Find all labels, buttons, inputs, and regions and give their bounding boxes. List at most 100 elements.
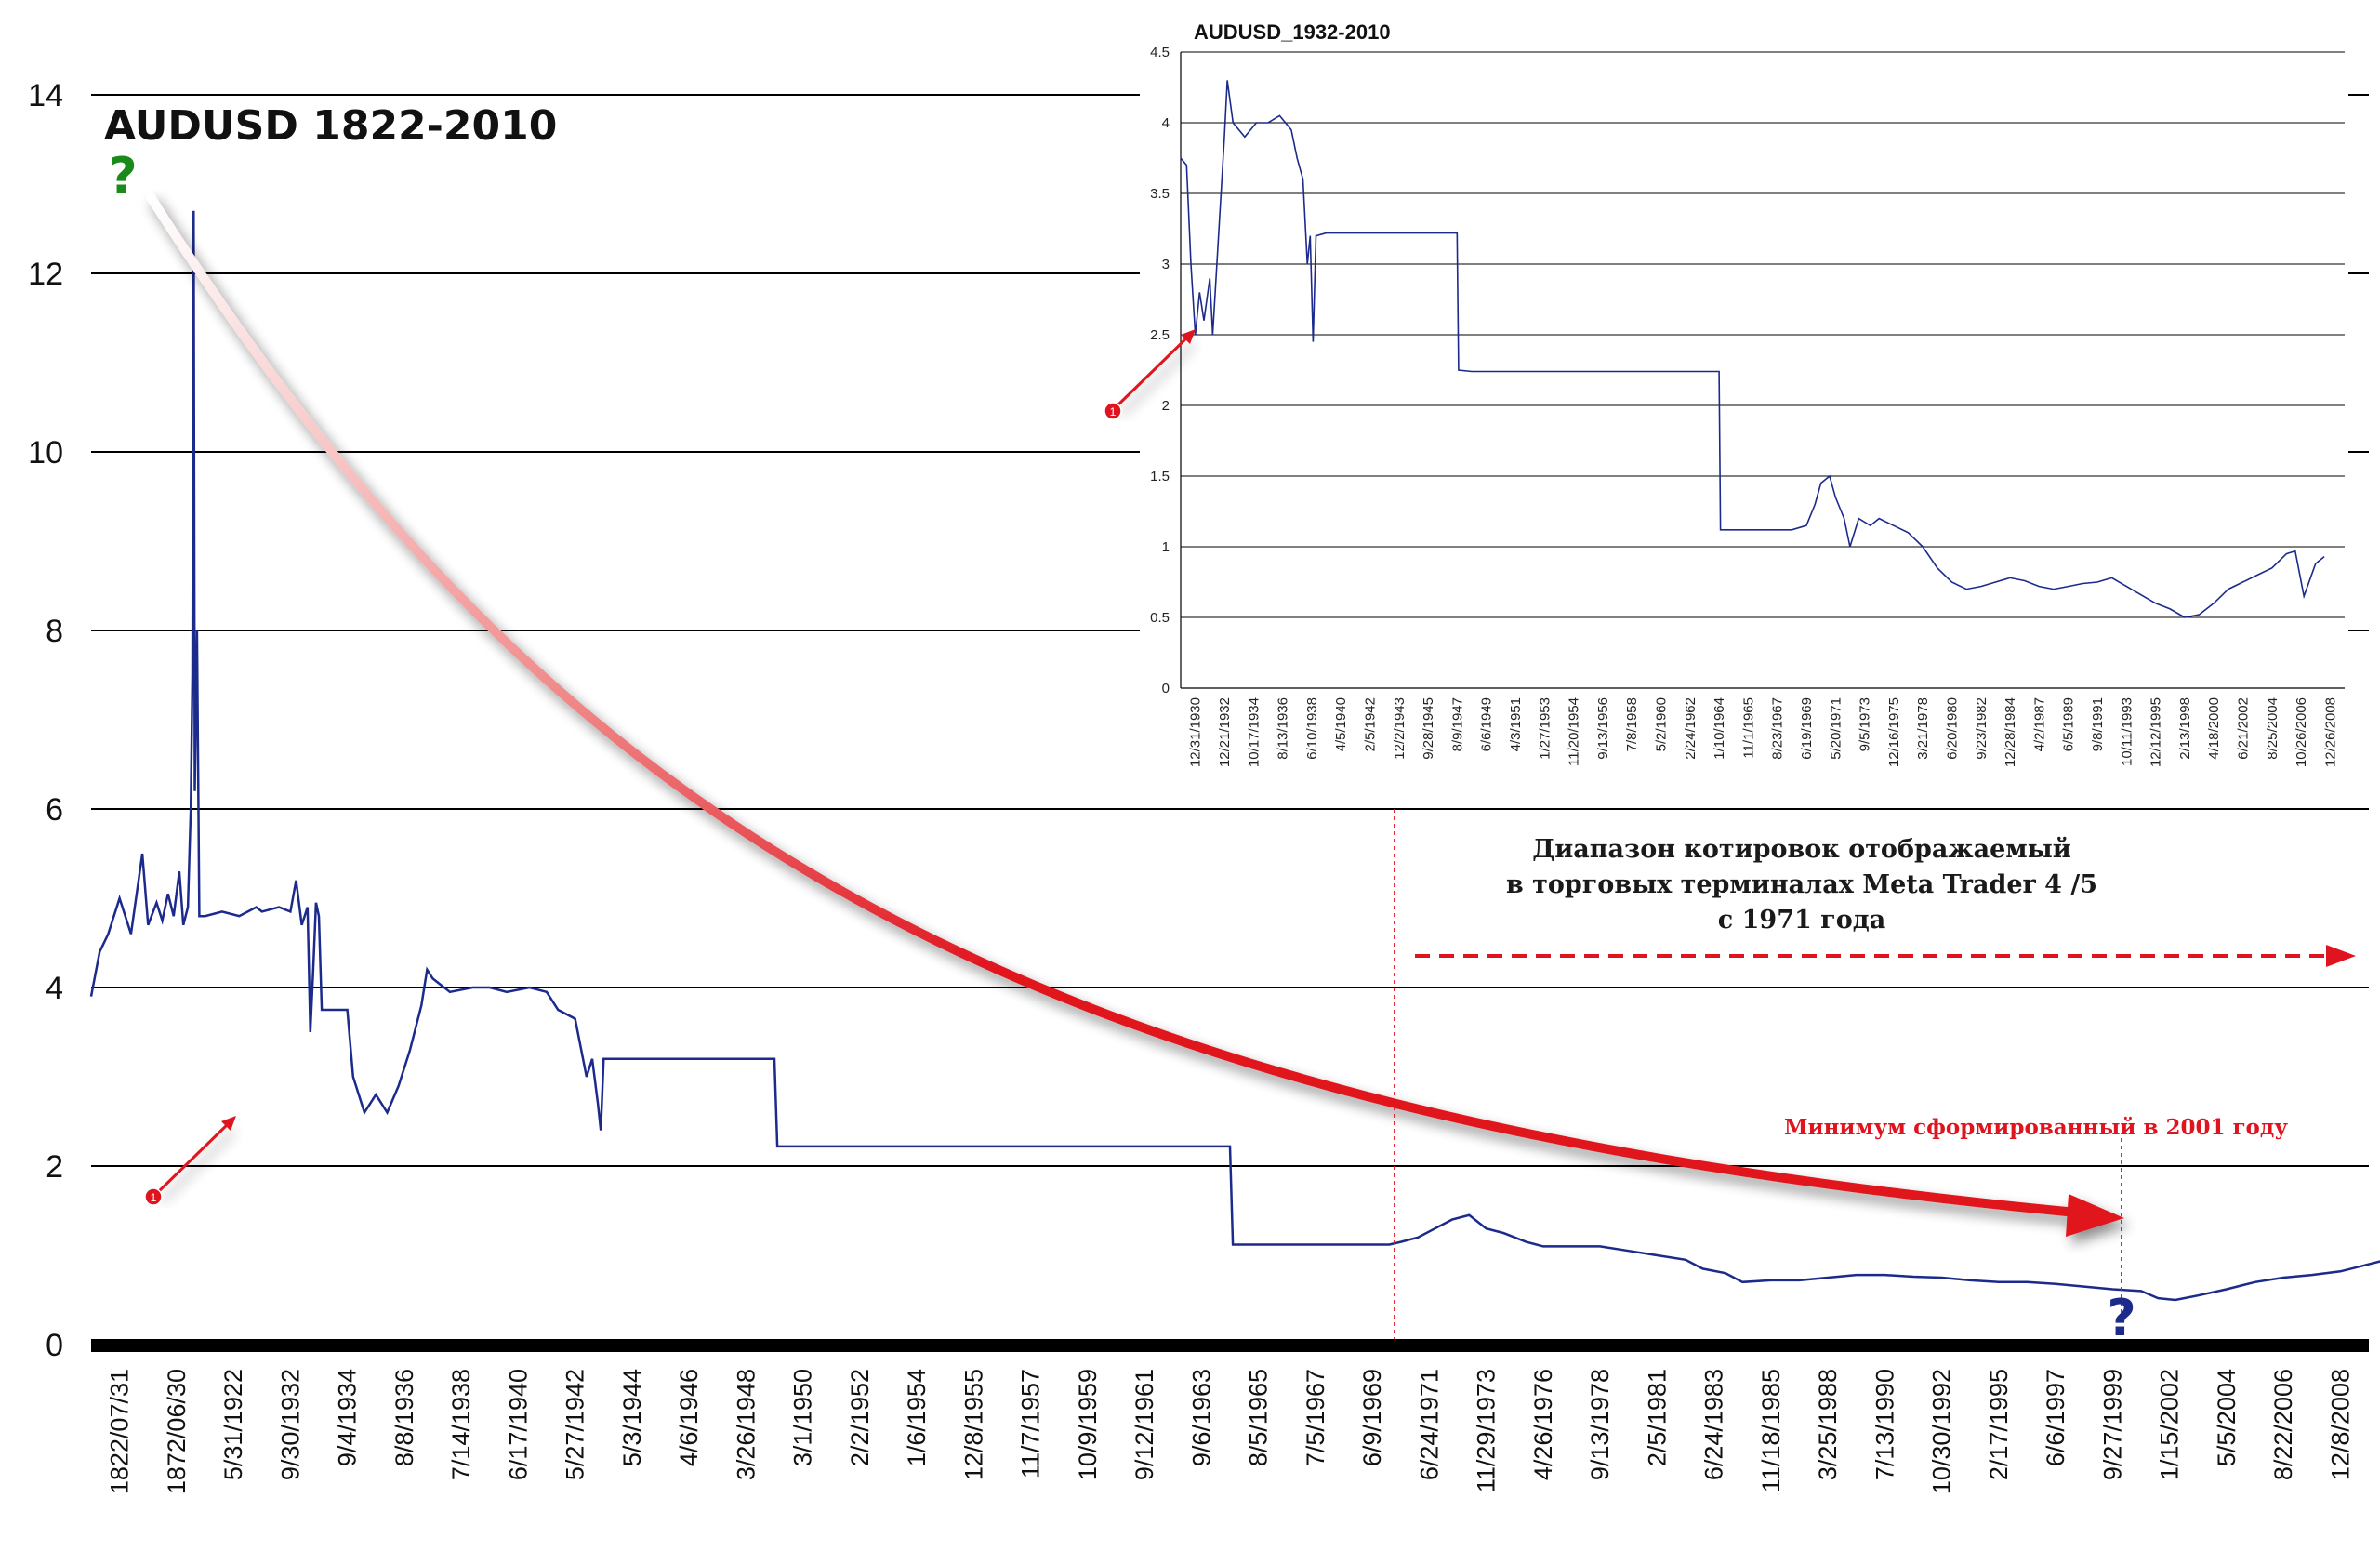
main-x-tick-label: 5/3/1944 <box>618 1369 646 1466</box>
mt-range-line3: с 1971 года <box>1718 906 1885 935</box>
main-x-axis: 1822/07/31 1872/06/30 5/31/1922 9/30/1932 9/… <box>106 1369 2355 1494</box>
main-x-tick-label: 3/25/1988 <box>1814 1369 1842 1480</box>
main-y-tick-label: 12 <box>28 257 63 292</box>
main-x-tick-label: 6/17/1940 <box>504 1369 532 1480</box>
main-x-tick-label: 5/5/2004 <box>2213 1369 2241 1466</box>
inset-x-tick-label: 12/2/1943 <box>1392 697 1408 760</box>
inset-y-tick-label: 3 <box>1162 257 1170 272</box>
bottom-question-mark: ? <box>2107 1289 2135 1347</box>
main-x-tick-label: 8/5/1965 <box>1245 1369 1273 1466</box>
inset-x-tick-label: 3/21/1978 <box>1915 697 1931 760</box>
main-x-tick-label: 3/1/1950 <box>789 1369 817 1466</box>
inset-x-tick-label: 12/12/1995 <box>2149 697 2164 767</box>
inset-x-tick-label: 6/19/1969 <box>1799 697 1815 760</box>
inset-y-tick-label: 2.5 <box>1150 327 1170 343</box>
main-y-tick-label: 14 <box>28 78 63 113</box>
main-x-tick-label: 1/6/1954 <box>903 1369 931 1466</box>
inset-x-tick-label: 12/21/1932 <box>1217 697 1233 767</box>
inset-x-tick-label: 5/2/1960 <box>1653 697 1669 751</box>
inset-x-tick-label: 12/28/1984 <box>2003 697 2018 767</box>
main-y-tick-label: 0 <box>46 1328 63 1363</box>
inset-y-tick-label: 0 <box>1162 681 1170 696</box>
main-marker-dot <box>144 1187 163 1206</box>
inset-x-tick-label: 6/5/1989 <box>2061 697 2077 751</box>
inset-x-tick-label: 9/8/1991 <box>2090 697 2106 751</box>
main-x-tick-label: 10/30/1992 <box>1928 1369 1956 1494</box>
main-x-tick-label: 9/12/1961 <box>1130 1369 1158 1480</box>
inset-marker-dot <box>1104 402 1122 420</box>
main-x-tick-label: 9/27/1999 <box>2098 1369 2126 1480</box>
main-x-tick-label: 5/31/1922 <box>219 1369 247 1480</box>
main-series-line <box>89 210 2380 1302</box>
main-x-tick-label: 2/5/1981 <box>1643 1369 1671 1466</box>
inset-gridlines <box>1180 51 2345 689</box>
main-y-tick-label: 8 <box>46 614 63 649</box>
main-x-tick-label: 4/6/1946 <box>675 1369 703 1466</box>
inset-x-tick-label: 4/3/1951 <box>1508 697 1524 751</box>
inset-x-tick-label: 12/31/1930 <box>1188 697 1204 767</box>
inset-y-tick-label: 2 <box>1162 398 1170 414</box>
inset-x-tick-label: 4/5/1940 <box>1333 697 1349 751</box>
inset-x-tick-label: 4/18/2000 <box>2206 697 2222 760</box>
main-x-tick-label: 6/9/1969 <box>1358 1369 1386 1466</box>
main-marker: 1 <box>144 1116 236 1206</box>
inset-title: AUDUSD_1932-2010 <box>1194 20 1391 44</box>
main-marker-label: 1 <box>151 1191 157 1204</box>
inset-x-tick-label: 6/21/2002 <box>2235 697 2251 760</box>
inset-y-axis: 0 0.5 1 1.5 2 2.5 3 3.5 4 4.5 <box>1150 45 1170 696</box>
inset-x-tick-label: 2/24/1962 <box>1683 697 1699 760</box>
main-x-tick-label: 12/8/2008 <box>2326 1369 2354 1480</box>
main-x-tick-label: 11/29/1973 <box>1473 1369 1501 1492</box>
inset-x-tick-label: 9/13/1956 <box>1595 697 1611 760</box>
decline-arrow-shaft <box>146 192 2101 1219</box>
inset-x-tick-label: 5/20/1971 <box>1828 697 1844 760</box>
inset-background <box>1140 50 2348 699</box>
inset-series-line <box>1180 80 2325 618</box>
inset-x-tick-label: 8/9/1947 <box>1449 697 1465 751</box>
inset-x-tick-label: 8/23/1967 <box>1770 697 1786 760</box>
inset-x-tick-label: 9/5/1973 <box>1858 697 1873 751</box>
main-x-tick-label: 9/30/1932 <box>276 1369 304 1480</box>
main-x-axis-bar <box>91 1339 2369 1352</box>
inset-y-tick-label: 1.5 <box>1150 469 1170 484</box>
main-x-tick-label: 9/13/1978 <box>1586 1369 1614 1480</box>
main-x-tick-label: 10/9/1959 <box>1074 1369 1102 1480</box>
top-question-mark: ? <box>108 147 137 205</box>
inset-y-tick-label: 4 <box>1162 115 1170 131</box>
inset-x-tick-label: 8/13/1936 <box>1276 697 1291 760</box>
inset-x-tick-label: 10/11/1993 <box>2119 697 2135 766</box>
inset-x-tick-label: 2/13/1998 <box>2177 697 2193 760</box>
main-x-tick-label: 8/8/1936 <box>390 1369 418 1466</box>
main-x-tick-label: 1822/07/31 <box>106 1369 134 1494</box>
main-x-tick-label: 11/7/1957 <box>1017 1369 1045 1478</box>
inset-x-tick-label: 6/6/1949 <box>1479 697 1495 751</box>
inset-x-tick-label: 4/2/1987 <box>2031 697 2047 751</box>
main-title: AUDUSD 1822-2010 <box>104 102 557 150</box>
main-x-tick-label: 3/26/1948 <box>732 1369 760 1480</box>
inset-x-tick-label: 10/26/2006 <box>2294 697 2309 767</box>
main-x-tick-label: 7/13/1990 <box>1871 1369 1898 1480</box>
inset-x-tick-label: 7/8/1958 <box>1624 697 1640 751</box>
main-y-axis: 0 2 4 6 8 10 12 14 <box>28 78 63 1363</box>
inset-y-tick-label: 0.5 <box>1150 610 1170 626</box>
inset-chart: 0 0.5 1 1.5 2 2.5 3 3.5 4 4.5 12/31/1930 12/21/193… <box>1140 20 2348 767</box>
main-x-tick-label: 4/26/1976 <box>1529 1369 1557 1480</box>
main-x-tick-label: 6/24/1983 <box>1700 1369 1728 1480</box>
inset-x-tick-label: 2/5/1942 <box>1362 697 1378 751</box>
inset-x-tick-label: 9/23/1982 <box>1974 697 1990 760</box>
main-x-tick-label: 5/27/1942 <box>562 1369 589 1480</box>
inset-x-tick-label: 6/20/1980 <box>1944 697 1960 760</box>
decline-arrowhead <box>2066 1194 2124 1237</box>
mt-range-line2: в торговых терминалах Meta Trader 4 /5 <box>1506 870 2097 899</box>
inset-x-tick-label: 10/17/1934 <box>1246 697 1262 767</box>
inset-x-tick-label: 12/16/1975 <box>1886 697 1902 767</box>
main-x-tick-label: 7/5/1967 <box>1302 1369 1329 1466</box>
main-x-tick-label: 2/17/1995 <box>1985 1369 2013 1480</box>
minimum-note: Минимум сформированный в 2001 году <box>1784 1115 2288 1140</box>
main-x-tick-label: 9/4/1934 <box>334 1369 362 1466</box>
inset-x-tick-label: 11/1/1965 <box>1740 697 1756 759</box>
inset-x-tick-label: 6/10/1938 <box>1304 697 1320 760</box>
inset-x-tick-label: 8/25/2004 <box>2265 697 2281 760</box>
inset-y-tick-label: 3.5 <box>1150 186 1170 202</box>
main-x-tick-label: 1/15/2002 <box>2156 1369 2184 1480</box>
